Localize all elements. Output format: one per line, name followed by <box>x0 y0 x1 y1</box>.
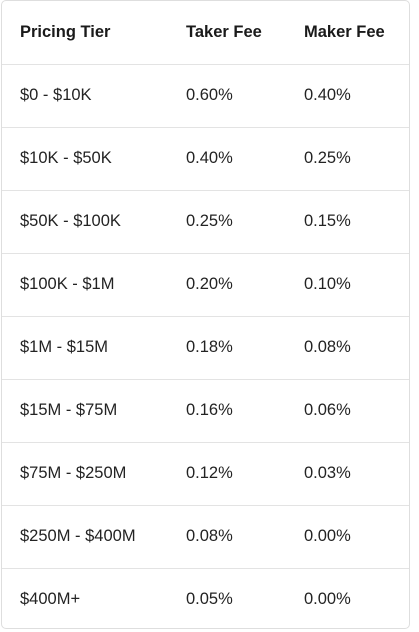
pricing-tier-cell: $50K - $100K <box>20 212 121 230</box>
pricing-tier-cell: $1M - $15M <box>20 338 109 356</box>
table-row: $1M - $15M 0.18% 0.08% <box>2 316 409 379</box>
taker-fee-cell: 0.05% <box>186 590 233 609</box>
taker-fee-cell: 0.20% <box>186 275 233 293</box>
taker-fee-cell: 0.12% <box>186 464 233 482</box>
pricing-tier-cell: $100K - $1M <box>20 275 115 293</box>
taker-fee-cell: 0.18% <box>186 338 233 356</box>
table-row: $0 - $10K 0.60% 0.40% <box>2 64 409 127</box>
fee-table-container: Pricing Tier Taker Fee Maker Fee $0 - $1… <box>1 0 410 629</box>
header-taker-fee: Taker Fee <box>186 22 262 41</box>
maker-fee-cell: 0.08% <box>304 338 351 356</box>
table-row: $50K - $100K 0.25% 0.15% <box>2 190 409 253</box>
fee-table: Pricing Tier Taker Fee Maker Fee $0 - $1… <box>2 1 409 628</box>
header-pricing-tier: Pricing Tier <box>20 22 111 41</box>
pricing-tier-cell: $0 - $10K <box>20 86 92 104</box>
pricing-tier-cell: $75M - $250M <box>20 464 127 482</box>
taker-fee-cell: 0.08% <box>186 527 233 545</box>
table-row: $250M - $400M 0.08% 0.00% <box>2 505 409 568</box>
maker-fee-cell: 0.25% <box>304 149 351 167</box>
maker-fee-cell: 0.40% <box>304 86 351 104</box>
pricing-tier-cell: $250M - $400M <box>20 527 136 545</box>
pricing-tier-cell: $400M+ <box>20 590 81 609</box>
table-row: $100K - $1M 0.20% 0.10% <box>2 253 409 316</box>
maker-fee-cell: 0.10% <box>304 275 351 293</box>
taker-fee-cell: 0.16% <box>186 401 233 419</box>
pricing-tier-cell: $15M - $75M <box>20 401 118 419</box>
table-row: $15M - $75M 0.16% 0.06% <box>2 379 409 442</box>
maker-fee-cell: 0.15% <box>304 212 351 230</box>
table-row: $75M - $250M 0.12% 0.03% <box>2 442 409 505</box>
taker-fee-cell: 0.40% <box>186 149 233 167</box>
maker-fee-cell: 0.06% <box>304 401 351 419</box>
maker-fee-cell: 0.00% <box>304 590 351 609</box>
table-row: $10K - $50K 0.40% 0.25% <box>2 127 409 190</box>
table-body: $0 - $10K 0.60% 0.40% $10K - $50K 0.40% … <box>2 64 409 628</box>
table-header: Pricing Tier Taker Fee Maker Fee <box>2 1 409 64</box>
table-row: $400M+ 0.05% 0.00% <box>2 568 409 628</box>
header-maker-fee: Maker Fee <box>304 22 385 41</box>
taker-fee-cell: 0.60% <box>186 86 233 104</box>
maker-fee-cell: 0.00% <box>304 527 351 545</box>
maker-fee-cell: 0.03% <box>304 464 351 482</box>
pricing-tier-cell: $10K - $50K <box>20 149 112 167</box>
taker-fee-cell: 0.25% <box>186 212 233 230</box>
header-row: Pricing Tier Taker Fee Maker Fee <box>2 1 409 64</box>
